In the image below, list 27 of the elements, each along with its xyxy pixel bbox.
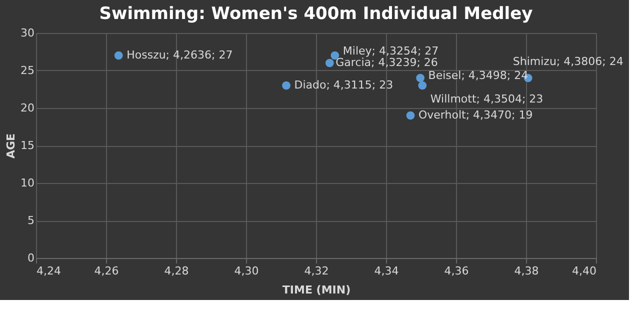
y-tick-label: 30 xyxy=(20,26,34,40)
x-tick-label: 4,24 xyxy=(36,264,61,278)
x-tick-label: 4,36 xyxy=(444,264,469,278)
annotation: Diado; 4,3115; 23 xyxy=(294,78,394,92)
x-tick-label: 4,30 xyxy=(234,264,259,278)
y-tick-label: 10 xyxy=(20,176,34,190)
annotation: Overholt; 4,3470; 19 xyxy=(418,108,533,122)
annotation: Miley; 4,3254; 27 xyxy=(342,44,439,58)
annotation: Hosszu; 4,2636; 27 xyxy=(126,48,233,62)
y-tick-label: 5 xyxy=(28,214,34,227)
x-tick-label: 4,26 xyxy=(94,264,119,278)
chart-title: Swimming: Women's 400m Individual Medley xyxy=(99,4,533,24)
annotation: Beisel; 4,3498; 24 xyxy=(428,69,528,82)
x-tick-label: 4,34 xyxy=(374,264,399,278)
y-tick-label: 0 xyxy=(28,252,34,264)
annotation: Garcia; 4,3239; 26 xyxy=(336,56,438,69)
y-axis-title: AGE xyxy=(4,133,18,159)
x-tick-label: 4,40 xyxy=(572,264,596,278)
annotation: Willmott; 4,3504; 23 xyxy=(430,92,544,106)
x-tick-label: 4,38 xyxy=(514,264,539,278)
x-tick-label: 4,28 xyxy=(164,264,189,278)
y-tick-label: 20 xyxy=(20,102,34,114)
x-tick-label: 4,32 xyxy=(304,264,329,278)
y-tick-label: 15 xyxy=(20,139,34,152)
x-axis-title: TIME (MIN) xyxy=(282,284,351,296)
annotation: Shimizu; 4,3806; 24 xyxy=(512,55,624,68)
y-tick-label: 25 xyxy=(20,64,34,77)
